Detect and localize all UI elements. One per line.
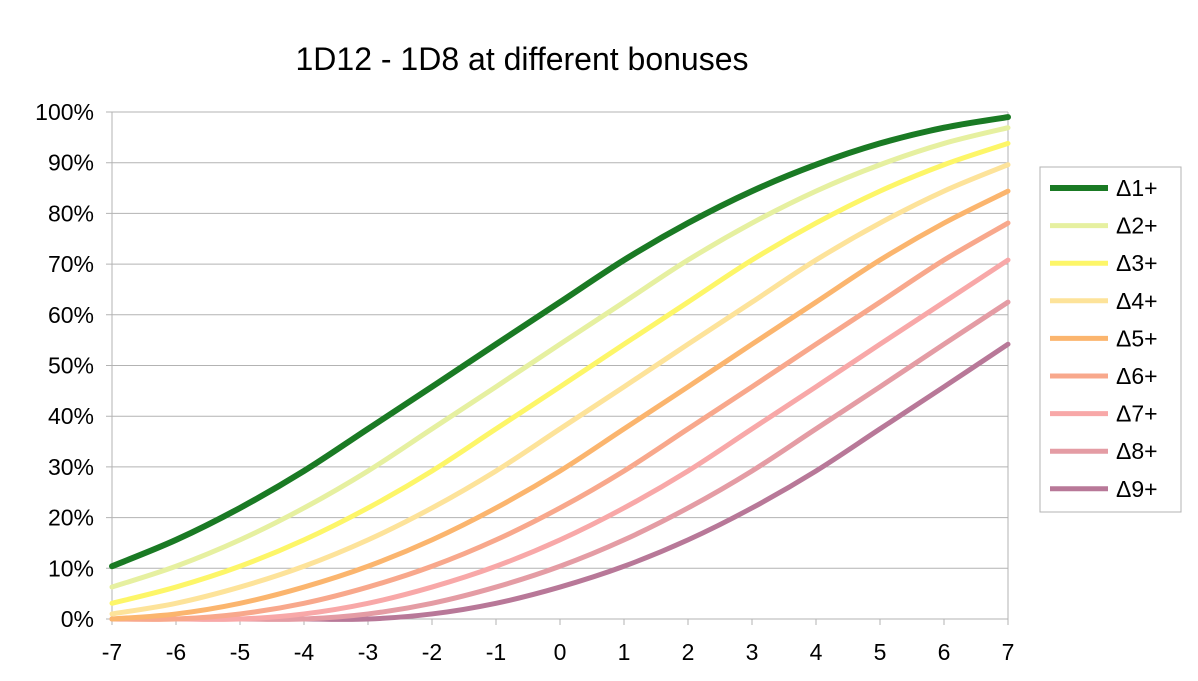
legend-label: Δ3+ xyxy=(1116,250,1158,276)
axes xyxy=(111,112,1009,625)
y-axis-tick-labels: 0% 10% 20% 30% 40% 50% 60% 70% 80% 90% 100% xyxy=(35,99,94,632)
y-tick-label: 20% xyxy=(48,505,94,531)
y-tick-label: 60% xyxy=(48,302,94,328)
x-tick-label: -2 xyxy=(422,639,442,665)
legend-label: Δ1+ xyxy=(1116,175,1158,201)
x-tick-label: -4 xyxy=(294,639,315,665)
legend-label: Δ2+ xyxy=(1116,213,1158,239)
y-tick-label: 40% xyxy=(48,403,94,429)
series-line-5 xyxy=(109,188,1011,622)
x-tick-label: -1 xyxy=(486,639,506,665)
legend-label: Δ9+ xyxy=(1116,476,1158,502)
y-tick-label: 100% xyxy=(35,99,94,125)
y-tick-label: 10% xyxy=(48,555,94,581)
y-tick-label: 50% xyxy=(48,353,94,379)
y-tick-label: 90% xyxy=(48,150,94,176)
y-tick-label: 80% xyxy=(48,200,94,226)
series-line-1 xyxy=(109,114,1011,570)
x-tick-label: 2 xyxy=(682,639,695,665)
x-axis-tick-labels: -7 -6 -5 -4 -3 -2 -1 0 1 2 3 4 5 6 7 xyxy=(102,639,1015,665)
x-tick-label: -7 xyxy=(102,639,122,665)
series-lines xyxy=(109,114,1011,622)
x-tick-label: 7 xyxy=(1002,639,1015,665)
x-tick-label: 6 xyxy=(938,639,951,665)
y-tick-label: 30% xyxy=(48,454,94,480)
legend-label: Δ6+ xyxy=(1116,363,1158,389)
legend-label: Δ4+ xyxy=(1116,288,1158,314)
series-line-7 xyxy=(109,257,1011,622)
legend: Δ1+ Δ2+ Δ3+ Δ4+ Δ5+ Δ6+ Δ7+ Δ8+ Δ9+ xyxy=(1039,166,1182,513)
x-tick-label: -5 xyxy=(230,639,250,665)
x-tick-label: 5 xyxy=(874,639,887,665)
chart-title: 1D12 - 1D8 at different bonuses xyxy=(295,41,748,77)
series-line-2 xyxy=(109,125,1011,590)
y-tick-label: 0% xyxy=(61,606,94,632)
y-tick-label: 70% xyxy=(48,251,94,277)
series-line-3 xyxy=(109,140,1011,606)
x-tick-label: 3 xyxy=(746,639,759,665)
grid-lines xyxy=(106,111,1008,620)
legend-label: Δ8+ xyxy=(1116,438,1158,464)
series-line-4 xyxy=(109,162,1011,617)
legend-label: Δ5+ xyxy=(1116,325,1158,351)
x-tick-label: 4 xyxy=(810,639,823,665)
series-line-6 xyxy=(109,220,1011,622)
legend-label: Δ7+ xyxy=(1116,401,1158,427)
x-tick-label: 1 xyxy=(618,639,631,665)
x-tick-label: -6 xyxy=(166,639,186,665)
x-tick-label: -3 xyxy=(358,639,378,665)
x-tick-label: 0 xyxy=(554,639,567,665)
